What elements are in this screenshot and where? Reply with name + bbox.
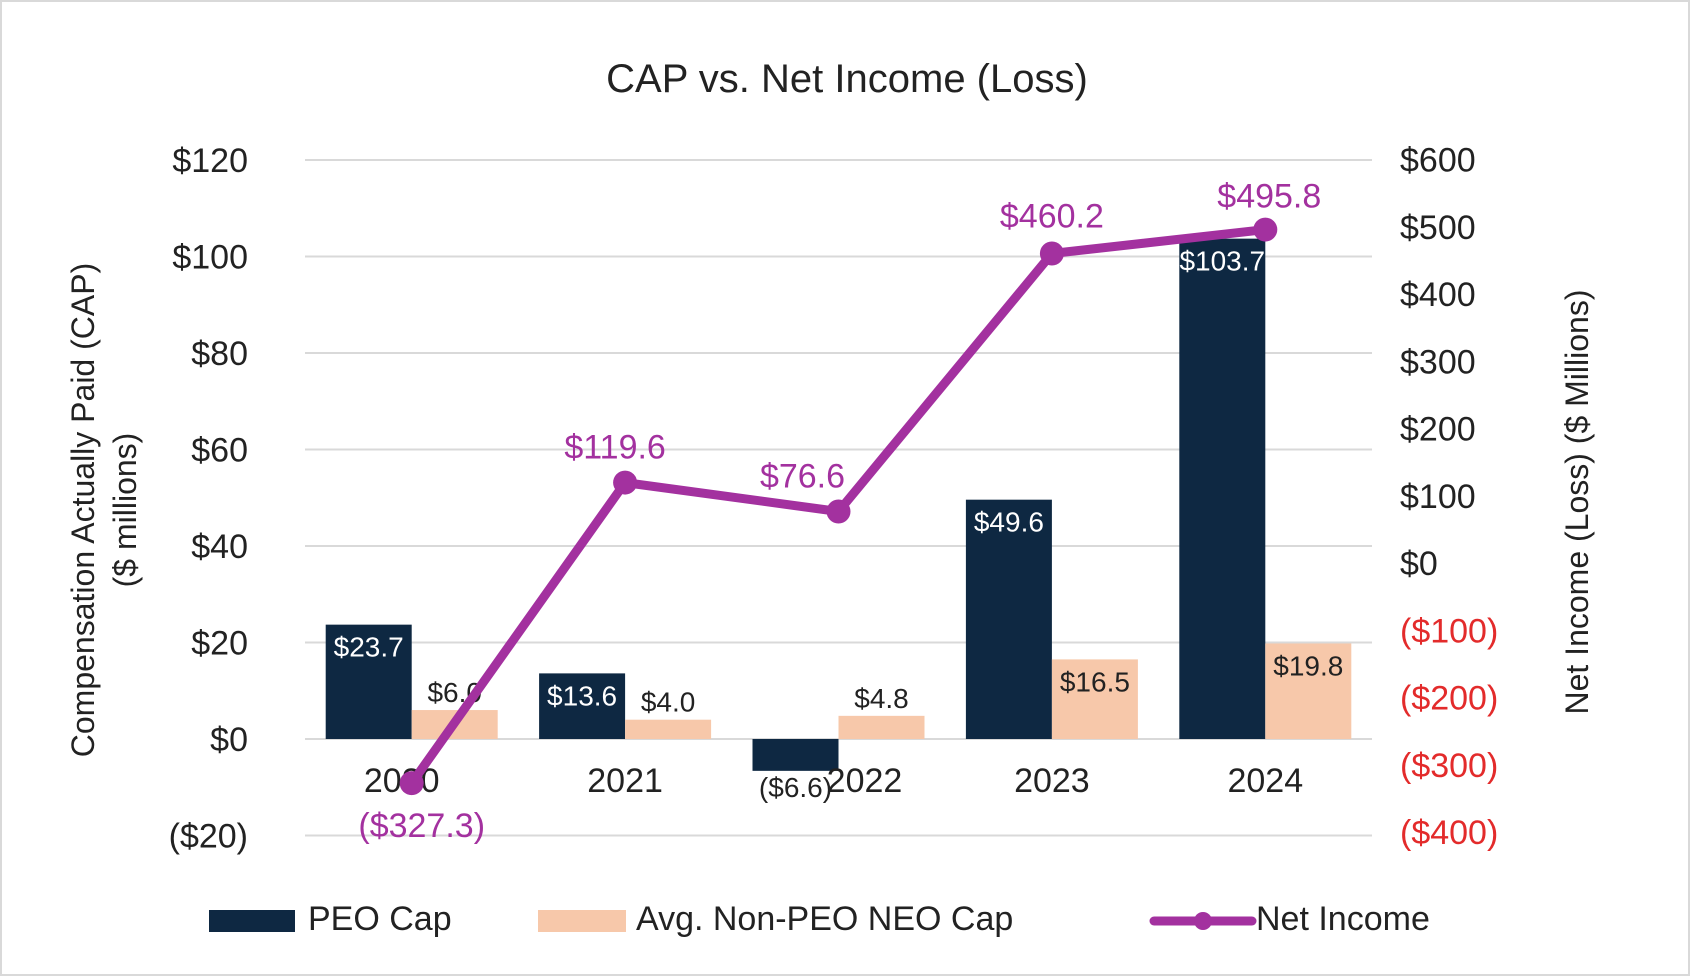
legend-marker-net-income [1194, 912, 1212, 930]
legend: PEO Cap Avg. Non-PEO NEO Cap Net Income [209, 900, 1430, 938]
peo-cap-value-label: ($6.6) [759, 772, 832, 803]
neo-cap-value-label: $16.5 [1060, 666, 1130, 697]
category-label-2023: 2023 [1014, 762, 1090, 800]
right-tick-label: ($100) [1400, 612, 1498, 650]
neo-cap-bar [1051, 659, 1138, 739]
left-axis-title-line2: ($ millions) [107, 433, 143, 588]
left-tick-label: $80 [191, 335, 248, 373]
right-tick-label: $600 [1400, 142, 1476, 180]
category-label-2021: 2021 [587, 762, 663, 800]
legend-label-peo-cap: PEO Cap [308, 900, 452, 938]
peo-cap-value-label: $13.6 [547, 680, 617, 711]
peo-cap-value-label: $103.7 [1179, 246, 1265, 277]
legend-label-net-income: Net Income [1256, 900, 1430, 938]
net-income-marker [399, 771, 424, 796]
neo-cap-bar [625, 719, 712, 739]
net-income-marker [613, 470, 638, 495]
legend-swatch-peo-cap [209, 910, 295, 932]
right-tick-label: $0 [1400, 545, 1438, 583]
right-tick-label: $500 [1400, 209, 1476, 247]
right-axis-title: Net Income (Loss) ($ Millions) [1559, 290, 1595, 715]
net-income-value-label: ($327.3) [358, 807, 485, 845]
neo-cap-bar [1265, 643, 1352, 739]
peo-cap-bar [539, 673, 626, 739]
left-axis-ticks: $120 $100 $80 $60 $40 $20 $0 ($20) [169, 142, 248, 856]
left-tick-label: $100 [172, 239, 248, 277]
left-tick-label: $120 [172, 142, 248, 180]
net-income-value-label: $495.8 [1217, 178, 1321, 216]
left-tick-label: $40 [191, 528, 248, 566]
peo-cap-value-label: $23.7 [334, 632, 404, 663]
neo-cap-value-label: $4.8 [854, 683, 909, 714]
net-income-value-label: $460.2 [1000, 198, 1104, 236]
peo-cap-bar [1179, 238, 1266, 739]
right-tick-label: $400 [1400, 276, 1476, 314]
left-axis-title-line1: Compensation Actually Paid (CAP) [65, 263, 101, 757]
right-tick-label: ($200) [1400, 680, 1498, 718]
category-label-2024: 2024 [1227, 762, 1303, 800]
net-income-value-label: $119.6 [564, 429, 665, 467]
right-tick-label: $200 [1400, 411, 1476, 449]
net-income-marker [1039, 241, 1064, 266]
net-income-line: ($327.3) $119.6 $76.6 $460.2 $495.8 [358, 178, 1321, 846]
legend-label-non-peo-neo-cap: Avg. Non-PEO NEO Cap [636, 900, 1013, 938]
legend-swatch-non-peo-neo-cap [538, 910, 626, 932]
left-tick-label: $60 [191, 432, 248, 470]
neo-cap-value-label: $4.0 [641, 687, 696, 718]
category-labels: 20202021202220232024 [364, 762, 1303, 800]
category-label-2022: 2022 [827, 762, 903, 800]
left-tick-label: $0 [210, 721, 248, 759]
right-tick-label: ($400) [1400, 814, 1498, 852]
chart-title: CAP vs. Net Income (Loss) [606, 57, 1088, 101]
peo-cap-bar [325, 624, 412, 739]
neo-cap-bar [838, 715, 925, 739]
left-tick-label: ($20) [169, 818, 248, 856]
net-income-value-label: $76.6 [760, 457, 845, 495]
right-tick-label: $300 [1400, 343, 1476, 381]
peo-cap-bar [752, 739, 839, 771]
bar-labels: $23.7$6.0 $13.6 $4.0($6.6)$4.8$49.6$16.5$1… [334, 246, 1344, 803]
right-tick-label: $100 [1400, 478, 1476, 516]
peo-cap-value-label: $49.6 [974, 507, 1044, 538]
neo-cap-value-label: $19.8 [1273, 650, 1343, 681]
left-tick-label: $20 [191, 625, 248, 663]
gridlines [305, 159, 1372, 837]
net-income-marker [1253, 217, 1278, 242]
right-tick-label: ($300) [1400, 747, 1498, 785]
right-axis-ticks: $600 $500 $400 $300 $200 $100 $0 ($100) ($200) ($… [1400, 142, 1498, 853]
net-income-marker [826, 499, 851, 524]
peo-cap-bar [965, 499, 1052, 739]
